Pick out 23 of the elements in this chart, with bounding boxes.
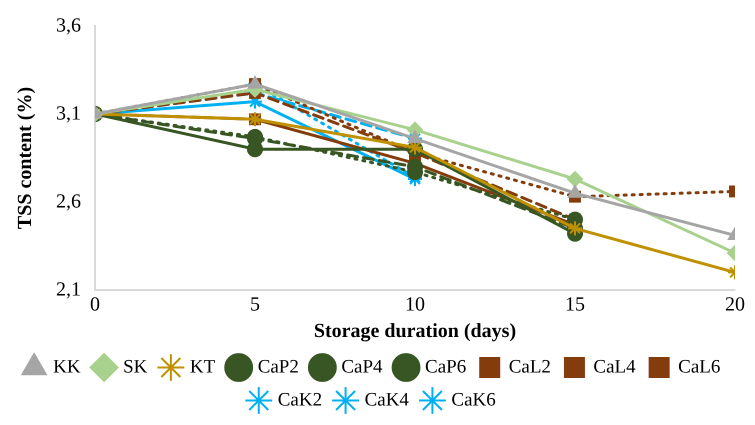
y-tick-label: 3,6 bbox=[56, 14, 81, 36]
x-axis-title: Storage duration (days) bbox=[314, 320, 516, 342]
legend-label: CaK6 bbox=[451, 389, 496, 410]
legend-label: CaL6 bbox=[678, 356, 720, 378]
legend-label: CaK2 bbox=[278, 389, 322, 410]
x-tick-label: 10 bbox=[405, 293, 425, 316]
x-tick-label: 20 bbox=[725, 293, 745, 316]
legend-label: CaP6 bbox=[425, 356, 466, 378]
legend-label: KK bbox=[53, 356, 81, 378]
y-tick-label: 2,6 bbox=[56, 190, 81, 212]
legend-label: CaP4 bbox=[341, 356, 384, 378]
legend-label: SK bbox=[123, 356, 148, 378]
legend-label: CaL4 bbox=[593, 356, 636, 378]
legend-label: CaL2 bbox=[508, 356, 551, 378]
x-tick-label: 15 bbox=[565, 293, 585, 316]
legend-label: KT bbox=[190, 356, 216, 378]
legend-label: CaP2 bbox=[258, 356, 299, 378]
y-tick-label: 2,1 bbox=[56, 278, 81, 300]
y-axis-title: TSS content (%) bbox=[14, 86, 36, 230]
legend-label: CaK4 bbox=[364, 389, 410, 410]
y-tick-label: 3,1 bbox=[56, 102, 81, 124]
x-tick-label: 0 bbox=[90, 293, 100, 316]
x-tick-label: 5 bbox=[250, 293, 260, 316]
